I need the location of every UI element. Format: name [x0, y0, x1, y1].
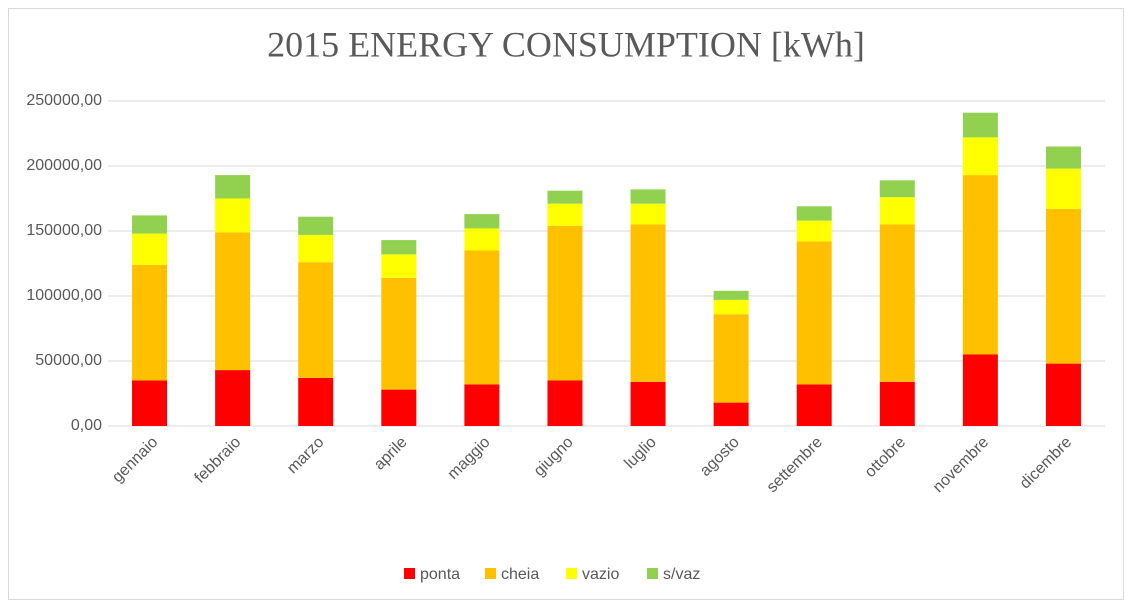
bar-segment	[132, 215, 168, 234]
bar-segment	[879, 180, 915, 198]
bar-segment	[1045, 208, 1081, 364]
bar-segment	[713, 299, 749, 315]
bar-segment	[464, 250, 500, 385]
bar-segment	[381, 254, 417, 278]
bar-segment	[962, 137, 998, 176]
bar-segment	[796, 384, 832, 426]
bar-segment	[796, 241, 832, 385]
legend-swatch	[485, 568, 496, 579]
legend-label: vazio	[582, 566, 619, 583]
bar-segment	[464, 228, 500, 251]
legend-swatch	[647, 568, 658, 579]
legend-swatch	[566, 568, 577, 579]
bar-segment	[547, 203, 583, 226]
bar-segment	[381, 389, 417, 426]
bar-segment	[132, 380, 168, 426]
bar-segment	[630, 203, 666, 225]
bar-segment	[1045, 168, 1081, 209]
y-tick-label: 100000,00	[26, 287, 102, 304]
bar-segment	[215, 232, 251, 371]
bar-segment	[879, 381, 915, 426]
bar-segment	[547, 380, 583, 426]
bar-segment	[630, 224, 666, 382]
bar-segment	[962, 112, 998, 138]
legend-label: ponta	[420, 566, 460, 583]
bar-segment	[879, 197, 915, 225]
bar-segment	[381, 240, 417, 255]
bar-segment	[630, 189, 666, 204]
bar-segment	[298, 216, 334, 235]
y-tick-label: 50000,00	[35, 352, 102, 369]
chart-title: 2015 ENERGY CONSUMPTION [kWh]	[267, 24, 865, 64]
y-tick-label: 150000,00	[26, 222, 102, 239]
legend-label: s/vaz	[663, 566, 700, 583]
bar-segment	[132, 264, 168, 381]
bar-segment	[796, 206, 832, 221]
y-tick-label: 0,00	[71, 417, 102, 434]
bar-segment	[381, 277, 417, 390]
bar-segment	[713, 402, 749, 426]
y-tick-label: 250000,00	[26, 92, 102, 109]
bar-segment	[713, 290, 749, 300]
bar-segment	[1045, 146, 1081, 169]
bar-segment	[962, 354, 998, 426]
bar-segment	[298, 262, 334, 378]
bar-segment	[215, 370, 251, 426]
bar-segment	[547, 225, 583, 381]
bar-segment	[215, 175, 251, 199]
legend-swatch	[404, 568, 415, 579]
bar-segment	[464, 214, 500, 229]
bar-segment	[1045, 363, 1081, 426]
legend-label: cheia	[501, 566, 539, 583]
bar-segment	[879, 224, 915, 382]
y-tick-label: 200000,00	[26, 157, 102, 174]
bar-segment	[215, 198, 251, 233]
bar-segment	[298, 377, 334, 426]
bar-segment	[547, 190, 583, 204]
bar-segment	[962, 175, 998, 355]
bar-segment	[298, 234, 334, 263]
bar-segment	[132, 233, 168, 265]
bar-segment	[464, 384, 500, 426]
bar-segment	[630, 381, 666, 426]
bar-segment	[713, 314, 749, 403]
bar-segment	[796, 220, 832, 242]
